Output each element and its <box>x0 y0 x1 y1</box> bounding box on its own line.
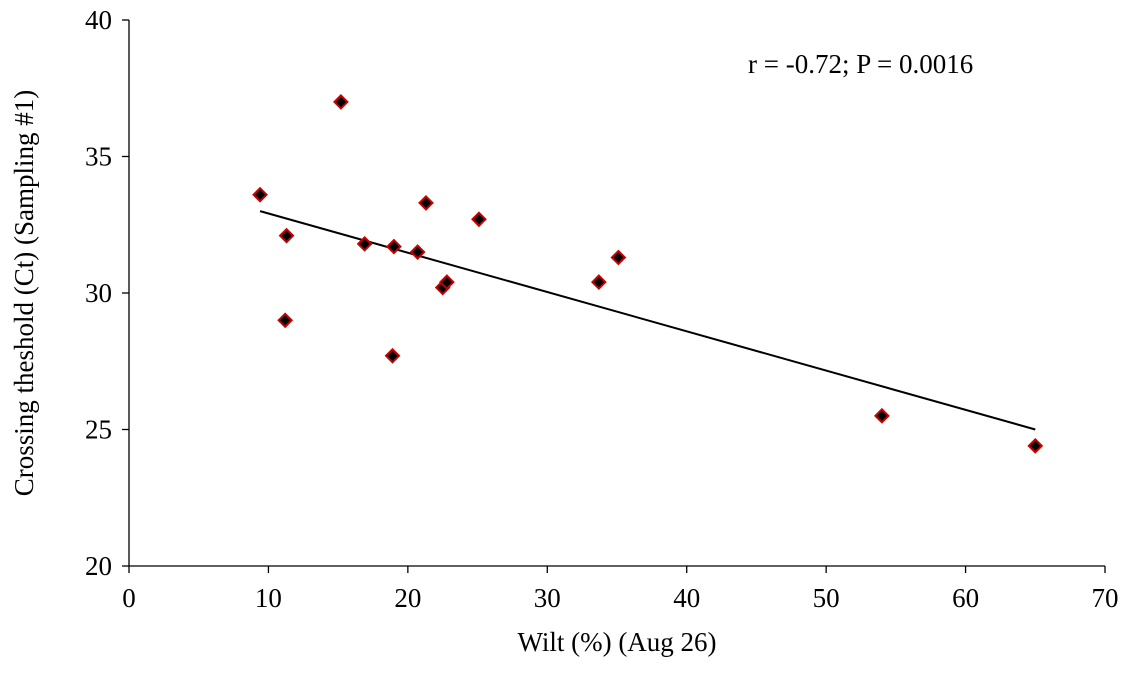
data-point <box>590 274 607 290</box>
data-point <box>356 235 373 252</box>
x-tick-label: 60 <box>952 583 979 613</box>
data-point <box>384 347 401 364</box>
x-axis-title: Wilt (%) (Aug 26) <box>517 627 716 657</box>
y-tick-label: 40 <box>85 5 112 35</box>
x-ticks: 0 10 20 30 40 50 60 70 <box>122 566 1119 613</box>
data-point <box>874 407 890 424</box>
trendline <box>259 210 1036 431</box>
x-tick-label: 20 <box>394 583 421 613</box>
trendline-group <box>259 210 1036 431</box>
y-axis-title: Crossing theshold (Ct) (Sampling #1) <box>9 90 39 497</box>
data-point <box>333 93 349 110</box>
x-tick-label: 10 <box>255 583 282 613</box>
data-point <box>610 249 627 266</box>
data-point <box>471 211 487 228</box>
y-ticks: 20 25 30 35 40 <box>85 5 129 581</box>
y-tick-label: 20 <box>85 551 112 581</box>
x-tick-label: 30 <box>534 583 561 613</box>
data-point <box>438 274 455 290</box>
data-point <box>252 186 268 203</box>
axes <box>128 20 1105 567</box>
x-tick-label: 50 <box>813 583 840 613</box>
data-point <box>409 244 426 260</box>
data-point <box>277 312 294 329</box>
x-tick-label: 70 <box>1092 583 1119 613</box>
points-group <box>252 93 1044 454</box>
data-point <box>418 194 434 211</box>
y-tick-label: 25 <box>85 415 112 445</box>
y-tick-label: 35 <box>85 142 112 172</box>
x-tick-label: 0 <box>122 583 136 613</box>
correlation-annotation: r = -0.72; P = 0.0016 <box>748 49 973 79</box>
data-point <box>278 227 295 244</box>
data-point <box>386 238 402 255</box>
data-point <box>1027 437 1044 454</box>
x-tick-label: 40 <box>673 583 700 613</box>
y-tick-label: 30 <box>85 278 112 308</box>
